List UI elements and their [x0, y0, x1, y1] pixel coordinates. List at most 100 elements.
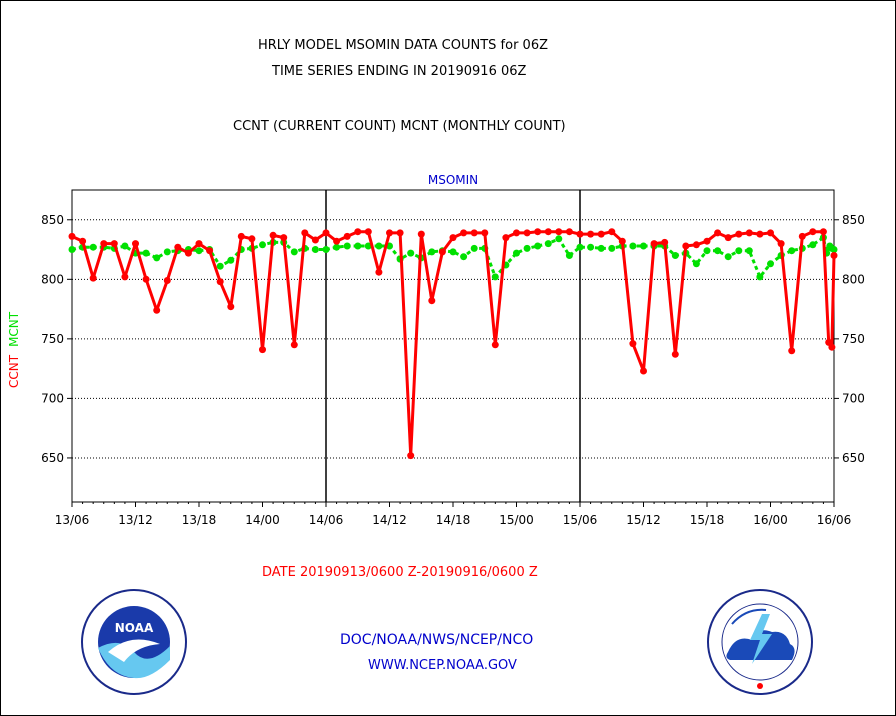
data-point-mcnt	[513, 249, 520, 257]
data-point-ccnt	[333, 237, 341, 245]
data-point-mcnt	[692, 260, 700, 268]
data-point-mcnt	[89, 243, 97, 251]
data-point-mcnt	[587, 243, 595, 251]
data-point-mcnt	[629, 242, 637, 250]
data-point-ccnt	[491, 341, 499, 349]
data-point-ccnt	[248, 235, 256, 243]
x-tick-label: 14/12	[372, 513, 407, 527]
series-line-ccnt	[71, 230, 836, 458]
nws-logo	[707, 589, 813, 695]
data-point-mcnt	[460, 253, 468, 261]
data-point-mcnt	[142, 249, 150, 257]
data-point-mcnt	[534, 242, 542, 250]
noaa-logo: NOAA	[81, 589, 187, 695]
date-range-label: DATE 20190913/0600 Z-20190916/0600 Z	[262, 565, 538, 580]
data-point-ccnt	[375, 268, 383, 276]
x-tick-label: 15/00	[499, 513, 534, 527]
data-point-ccnt	[174, 243, 182, 251]
data-point-mcnt	[428, 248, 436, 256]
data-point-ccnt	[110, 240, 118, 248]
x-tick-label: 15/06	[563, 513, 598, 527]
data-point-ccnt	[555, 228, 563, 236]
data-point-ccnt	[428, 297, 436, 305]
data-point-ccnt	[576, 230, 584, 238]
data-point-ccnt	[417, 230, 425, 238]
data-point-mcnt	[703, 247, 711, 255]
data-point-ccnt	[830, 252, 838, 259]
data-point-mcnt	[735, 247, 743, 255]
x-tick-label: 16/00	[753, 513, 788, 527]
data-point-mcnt	[565, 252, 573, 259]
data-point-ccnt	[534, 228, 542, 236]
data-point-mcnt	[290, 248, 298, 256]
data-point-ccnt	[396, 229, 404, 237]
data-point-ccnt	[301, 229, 309, 237]
url-label[interactable]: WWW.NCEP.NOAA.GOV	[368, 658, 517, 673]
y-tick-label-left: 650	[41, 451, 64, 465]
data-point-ccnt	[809, 228, 817, 236]
data-point-ccnt	[650, 240, 658, 248]
y-axis-label-mcnt: MCNT	[7, 311, 21, 347]
data-point-ccnt	[682, 242, 690, 250]
data-point-ccnt	[724, 234, 732, 242]
y-tick-label-right: 700	[842, 391, 865, 405]
data-point-ccnt	[735, 230, 743, 238]
data-point-mcnt	[671, 252, 679, 259]
data-point-ccnt	[671, 350, 679, 358]
data-point-mcnt	[343, 242, 351, 250]
x-tick-label: 13/12	[118, 513, 153, 527]
chart-title-line3: CCNT (CURRENT COUNT) MCNT (MONTHLY COUNT…	[233, 119, 566, 134]
data-point-ccnt	[449, 234, 457, 242]
data-point-ccnt	[227, 303, 235, 311]
data-point-ccnt	[777, 240, 785, 248]
data-point-ccnt	[828, 343, 836, 351]
x-tick-label: 15/18	[690, 513, 725, 527]
x-tick-label: 16/06	[817, 513, 852, 527]
data-point-mcnt	[68, 246, 76, 253]
data-point-ccnt	[68, 232, 76, 240]
data-point-ccnt	[502, 234, 510, 242]
x-tick-label: 13/18	[182, 513, 217, 527]
data-point-mcnt	[216, 262, 224, 270]
data-point-mcnt	[523, 244, 531, 252]
data-point-ccnt	[523, 229, 531, 237]
data-point-mcnt	[311, 246, 319, 253]
data-point-mcnt	[544, 240, 552, 248]
y-tick-label-left: 750	[41, 332, 64, 346]
data-point-ccnt	[565, 228, 573, 236]
data-point-mcnt	[555, 235, 563, 243]
data-point-ccnt	[364, 228, 372, 236]
data-point-mcnt	[259, 241, 266, 249]
data-point-mcnt	[121, 242, 129, 250]
data-point-mcnt	[830, 246, 838, 253]
data-point-ccnt	[460, 229, 468, 237]
data-point-ccnt	[481, 229, 489, 237]
data-point-ccnt	[237, 232, 245, 240]
data-point-ccnt	[745, 229, 753, 237]
data-point-mcnt	[227, 256, 235, 264]
x-tick-label: 14/00	[245, 513, 280, 527]
data-point-mcnt	[608, 244, 616, 252]
data-point-ccnt	[259, 346, 266, 354]
data-point-ccnt	[142, 275, 150, 283]
data-point-ccnt	[89, 274, 97, 282]
y-tick-label-left: 850	[41, 213, 64, 227]
y-tick-label-right: 800	[842, 272, 865, 286]
noaa-logo-text: NOAA	[115, 621, 154, 635]
data-point-ccnt	[216, 278, 224, 286]
data-point-ccnt	[756, 230, 764, 238]
y-tick-label-right: 650	[842, 451, 865, 465]
data-point-ccnt	[788, 347, 796, 355]
data-point-ccnt	[311, 236, 319, 244]
y-tick-label-left: 800	[41, 272, 64, 286]
data-point-mcnt	[322, 246, 330, 253]
plot-title: MSOMIN	[428, 173, 478, 187]
data-point-ccnt	[184, 249, 192, 257]
data-point-ccnt	[661, 238, 669, 246]
data-point-ccnt	[79, 237, 87, 245]
x-tick-label: 13/06	[55, 513, 90, 527]
chart-title-line2: TIME SERIES ENDING IN 20190916 06Z	[272, 64, 527, 79]
data-point-ccnt	[132, 240, 139, 248]
data-point-ccnt	[703, 237, 711, 245]
